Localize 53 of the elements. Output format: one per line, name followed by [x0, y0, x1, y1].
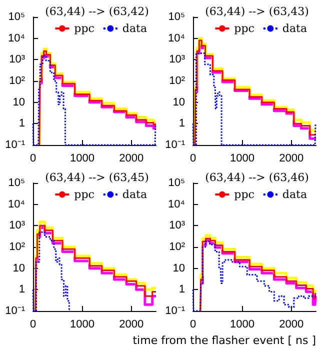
y-tick-label: 10⁵ — [8, 11, 25, 23]
y-tick-label: 10⁴ — [8, 32, 26, 44]
x-tick-label: 2000 — [119, 318, 144, 330]
y-tick-label: 10 — [12, 96, 25, 108]
x-tick-label: 1000 — [70, 318, 94, 330]
chart-title: (63,44) --> (63,45) — [45, 171, 149, 184]
y-tick-label: 10² — [169, 75, 186, 87]
x-tick-label: 0 — [190, 152, 196, 164]
legend-label: data — [122, 22, 148, 35]
legend-label: data — [282, 188, 308, 201]
y-tick-label: 10⁵ — [8, 177, 25, 189]
y-tick-label: 10⁻¹ — [5, 139, 26, 151]
y-tick-label: 10² — [169, 241, 186, 253]
y-tick-label: 10² — [9, 75, 26, 87]
y-tick-label: 10⁵ — [168, 11, 185, 23]
y-tick-label: 10⁴ — [168, 32, 186, 44]
y-tick-label: 10 — [172, 96, 185, 108]
y-tick-label: 10⁻¹ — [165, 305, 186, 317]
chart-title: (63,44) --> (63,46) — [205, 171, 309, 184]
x-axis-title: time from the flasher event [ ns ] — [132, 334, 316, 347]
chart-title: (63,44) --> (63,42) — [45, 5, 149, 18]
y-tick-label: 1 — [18, 118, 25, 130]
x-tick-label: 1000 — [70, 152, 94, 164]
y-tick-label: 1 — [178, 284, 185, 296]
y-tick-label: 10 — [172, 262, 185, 274]
x-tick-label: 1000 — [230, 152, 254, 164]
y-tick-label: 10⁻¹ — [165, 139, 186, 151]
y-tick-label: 10³ — [169, 220, 186, 232]
legend-label: data — [282, 22, 308, 35]
y-tick-label: 10³ — [9, 54, 26, 66]
y-tick-label: 10⁻¹ — [5, 305, 26, 317]
y-tick-label: 10⁴ — [8, 198, 26, 210]
chart-title: (63,44) --> (63,43) — [205, 5, 309, 18]
y-tick-label: 1 — [18, 284, 25, 296]
legend-label: data — [122, 188, 148, 201]
x-tick-label: 0 — [190, 318, 196, 330]
x-tick-label: 0 — [30, 152, 36, 164]
x-tick-label: 0 — [30, 318, 36, 330]
x-tick-label: 1000 — [230, 318, 254, 330]
y-tick-label: 10³ — [9, 220, 26, 232]
y-tick-label: 10² — [9, 241, 26, 253]
y-tick-label: 10⁴ — [168, 198, 186, 210]
y-tick-label: 10⁵ — [168, 177, 185, 189]
x-tick-label: 2000 — [279, 152, 304, 164]
legend-label: ppc — [234, 188, 254, 201]
x-tick-label: 2000 — [279, 318, 304, 330]
legend-label: ppc — [234, 22, 254, 35]
y-tick-label: 1 — [178, 118, 185, 130]
y-tick-label: 10 — [12, 262, 25, 274]
x-tick-label: 2000 — [119, 152, 144, 164]
legend-label: ppc — [74, 22, 94, 35]
y-tick-label: 10³ — [169, 54, 186, 66]
legend-label: ppc — [74, 188, 94, 201]
